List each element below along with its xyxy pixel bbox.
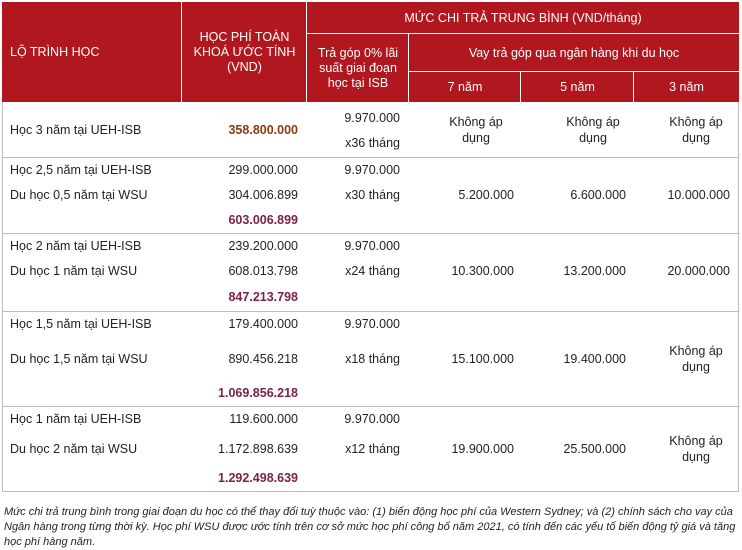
fee-line: 239.200.000	[228, 239, 298, 253]
header-divider	[306, 2, 307, 102]
installment-amount: 9.970.000	[344, 412, 400, 426]
header-installment-label: Trả góp 0% lãi suất giai đoạn học tại IS…	[317, 45, 399, 90]
route-name: Học 3 năm tại UEH-ISB	[10, 123, 142, 137]
header-payment: MỨC CHI TRẢ TRUNG BÌNH (VND/tháng)	[307, 2, 739, 34]
loan-3-years: 10.000.000	[667, 188, 730, 202]
loan-5-years: 13.200.000	[563, 264, 626, 278]
row-divider	[2, 406, 739, 407]
route-name: Du học 2 năm tại WSU	[10, 442, 138, 456]
fee-line: 1.172.898.639	[218, 442, 298, 456]
loan-7-years: 15.100.000	[451, 352, 514, 366]
header-5-years-label: 5 năm	[560, 79, 595, 94]
loan-5-years: Không áp dụng	[566, 115, 620, 145]
fee-total: 847.213.798	[228, 290, 298, 304]
header-divider	[409, 71, 739, 72]
fee-line: 608.013.798	[228, 264, 298, 278]
fee-line: 890.456.218	[228, 352, 298, 366]
route-name: Du học 1,5 năm tại WSU	[10, 352, 148, 366]
loan-7-years: 19.900.000	[451, 442, 514, 456]
route-name: Học 2,5 năm tại UEH-ISB	[10, 163, 152, 177]
route-name: Học 1 năm tại UEH-ISB	[10, 412, 142, 426]
installment-amount: 9.970.000	[344, 111, 400, 125]
fee-line: 299.000.000	[228, 163, 298, 177]
route-name: Du học 1 năm tại WSU	[10, 264, 138, 278]
fee-line: 179.400.000	[228, 317, 298, 331]
loan-7-years: 10.300.000	[451, 264, 514, 278]
installment-amount: 9.970.000	[344, 317, 400, 331]
table-border-right	[738, 102, 739, 492]
row-divider	[2, 157, 739, 158]
header-3-years-label: 3 năm	[669, 79, 704, 94]
fee-total: 1.292.498.639	[218, 471, 298, 485]
header-divider	[408, 34, 409, 102]
header-loan: Vay trả góp qua ngân hàng khi du học	[409, 34, 739, 72]
header-7-years-label: 7 năm	[447, 79, 483, 94]
header-fee-label: HỌC PHÍ TOÀN KHOÁ ƯỚC TÍNH (VND)	[193, 29, 296, 74]
header-loan-label: Vay trả góp qua ngân hàng khi du học	[468, 45, 680, 60]
route-name: Du học 0,5 năm tại WSU	[10, 188, 148, 202]
fee-line: 119.600.000	[229, 412, 298, 426]
loan-7-years: 5.200.000	[458, 188, 514, 202]
table-border-left	[2, 102, 3, 492]
header-divider	[307, 33, 739, 34]
fee-total: 358.800.000	[228, 123, 298, 137]
loan-3-years: Không áp dụng	[669, 115, 723, 145]
loan-3-years: Không áp dụng	[669, 434, 723, 464]
installment-months: x12 tháng	[345, 442, 400, 456]
header-payment-label: MỨC CHI TRẢ TRUNG BÌNH (VND/tháng)	[404, 10, 642, 25]
header-3-years: 3 năm	[634, 72, 739, 102]
installment-amount: 9.970.000	[344, 163, 400, 177]
header-divider	[633, 72, 634, 102]
loan-3-years: 20.000.000	[667, 264, 730, 278]
loan-7-years: Không áp dụng	[449, 115, 503, 145]
route-name: Học 2 năm tại UEH-ISB	[10, 239, 142, 253]
header-fee: HỌC PHÍ TOÀN KHOÁ ƯỚC TÍNH (VND)	[182, 2, 307, 102]
header-divider	[520, 72, 521, 102]
header-divider	[181, 2, 182, 102]
installment-months: x24 tháng	[345, 264, 400, 278]
loan-5-years: 19.400.000	[563, 352, 626, 366]
installment-months: x18 tháng	[345, 352, 400, 366]
loan-5-years: 25.500.000	[563, 442, 626, 456]
loan-3-years: Không áp dụng	[669, 344, 723, 374]
header-installment: Trả góp 0% lãi suất giai đoạn học tại IS…	[307, 34, 409, 102]
installment-amount: 9.970.000	[344, 239, 400, 253]
row-divider	[2, 311, 739, 312]
fee-line: 304.006.899	[228, 188, 298, 202]
header-5-years: 5 năm	[521, 72, 634, 102]
fee-total: 1.069.856.218	[218, 386, 298, 400]
header-route-label: LỘ TRÌNH HỌC	[10, 44, 100, 59]
fee-total: 603.006.899	[228, 213, 298, 227]
table-border-bottom	[2, 491, 739, 492]
footnote: Mức chi trả trung bình trong giai đoạn d…	[4, 506, 736, 548]
installment-months: x30 tháng	[345, 188, 400, 202]
header-7-years: 7 năm	[409, 72, 521, 102]
row-divider	[2, 233, 739, 234]
loan-5-years: 6.600.000	[570, 188, 626, 202]
route-name: Học 1,5 năm tại UEH-ISB	[10, 317, 152, 331]
header-route: LỘ TRÌNH HỌC	[2, 2, 182, 102]
installment-months: x36 tháng	[345, 136, 400, 150]
